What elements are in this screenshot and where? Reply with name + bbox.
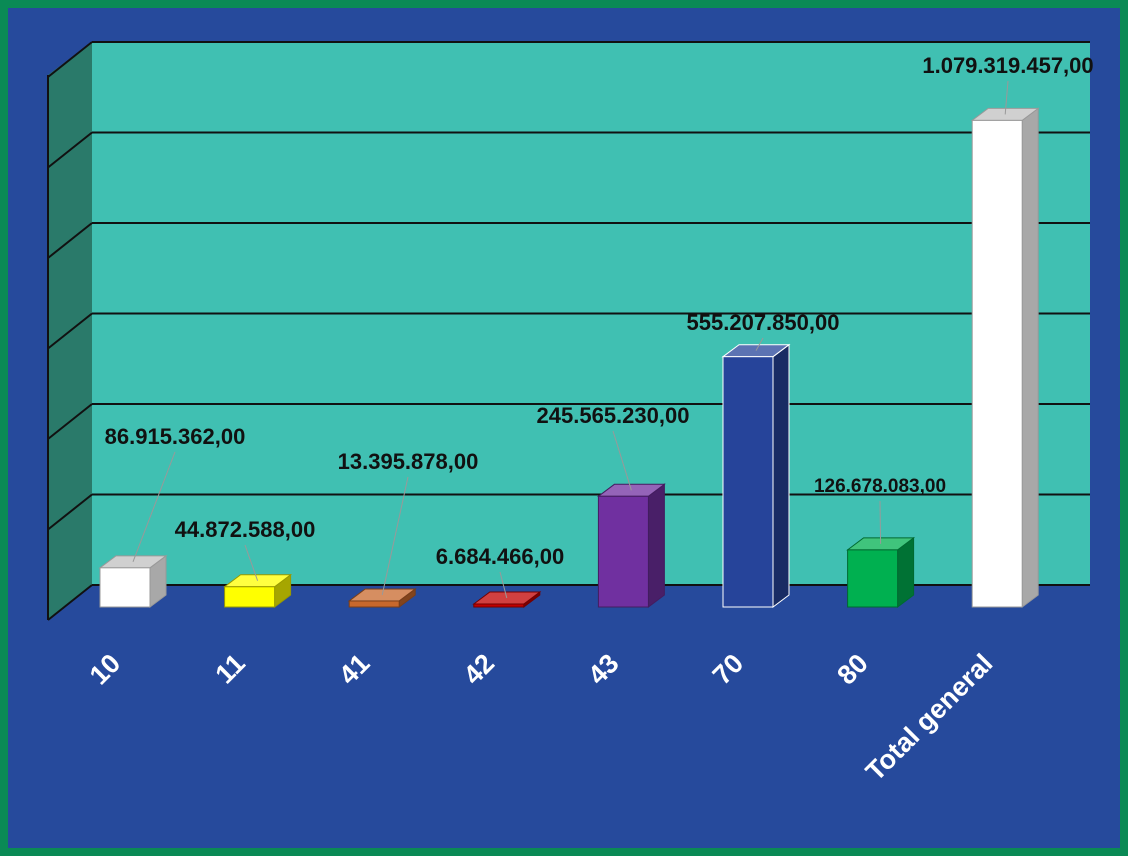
bar [98,554,168,608]
bar [846,536,916,608]
value-label: 126.678.083,00 [814,476,946,497]
bar [970,107,1040,609]
leader-line [499,571,508,599]
bar-front [348,600,400,608]
bar-front [597,495,649,608]
value-label: 86.915.362,00 [105,424,246,449]
bar-side [772,343,790,608]
bar [596,483,666,608]
grid-line-side [47,493,93,531]
value-label: 13.395.878,00 [338,449,479,474]
grid-line-side [47,222,93,259]
bar-front [99,567,151,608]
leader-line [612,430,632,491]
grid-line-side [47,403,93,440]
bar-front [473,603,525,608]
grid-line-side [47,131,93,169]
value-label: 1.079.319.457,00 [922,53,1093,78]
bar-side [1021,107,1039,609]
leader-line [132,451,176,562]
bar [721,343,791,608]
leader-line [1004,80,1009,115]
leader-line [755,337,764,351]
value-label: 555.207.850,00 [687,310,840,335]
value-label: 245.565.230,00 [537,403,690,428]
leader-line [381,476,409,596]
bar-front [722,356,774,608]
grid-line-side [47,41,93,78]
bar-front [224,586,276,608]
leader-line [244,544,259,581]
bar-side [647,483,665,608]
grid-line-side [47,312,93,350]
bar-front [847,549,899,608]
bar-front [971,119,1023,608]
value-label: 6.684.466,00 [436,544,564,569]
leader-line [879,500,882,544]
value-label: 44.872.588,00 [175,517,316,542]
grid-line-side [47,584,93,621]
